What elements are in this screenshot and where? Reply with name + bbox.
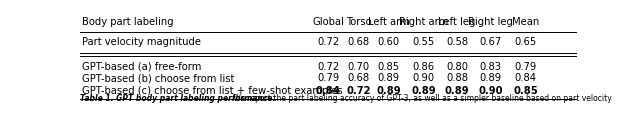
Text: 0.58: 0.58 [446, 37, 468, 47]
Text: 0.72: 0.72 [346, 86, 371, 96]
Text: We report the part labeling accuracy of GPT-3, as well as a simpler baseline bas: We report the part labeling accuracy of … [232, 94, 612, 103]
Text: 0.88: 0.88 [446, 73, 468, 83]
Text: 0.80: 0.80 [446, 62, 468, 72]
Text: 0.79: 0.79 [515, 62, 536, 72]
Text: 0.86: 0.86 [413, 62, 435, 72]
Text: Torso: Torso [346, 17, 372, 27]
Text: 0.72: 0.72 [317, 62, 339, 72]
Text: 0.85: 0.85 [513, 86, 538, 96]
Text: 0.70: 0.70 [348, 62, 370, 72]
Text: 0.84: 0.84 [316, 86, 340, 96]
Text: 0.85: 0.85 [378, 62, 399, 72]
Text: 0.90: 0.90 [479, 86, 503, 96]
Text: Table 1. GPT body part labeling performance:: Table 1. GPT body part labeling performa… [80, 94, 275, 103]
Text: Global: Global [312, 17, 344, 27]
Text: 0.90: 0.90 [413, 73, 435, 83]
Text: 0.68: 0.68 [348, 73, 370, 83]
Text: 0.83: 0.83 [480, 62, 502, 72]
Text: 0.84: 0.84 [515, 73, 536, 83]
Text: 0.60: 0.60 [378, 37, 399, 47]
Text: GPT-based (b) choose from list: GPT-based (b) choose from list [83, 73, 235, 83]
Text: 0.89: 0.89 [412, 86, 436, 96]
Text: Left arm: Left arm [367, 17, 410, 27]
Text: 0.89: 0.89 [445, 86, 469, 96]
Text: GPT-based (a) free-form: GPT-based (a) free-form [83, 62, 202, 72]
Text: 0.89: 0.89 [479, 73, 502, 83]
Text: Right leg: Right leg [468, 17, 513, 27]
Text: 0.89: 0.89 [376, 86, 401, 96]
Text: Mean: Mean [512, 17, 539, 27]
Text: Right arm: Right arm [399, 17, 449, 27]
Text: GPT-based (c) choose from list + few-shot examples: GPT-based (c) choose from list + few-sho… [83, 86, 343, 96]
Text: 0.89: 0.89 [378, 73, 399, 83]
Text: 0.68: 0.68 [348, 37, 370, 47]
Text: Left leg: Left leg [438, 17, 476, 27]
Text: 0.65: 0.65 [515, 37, 536, 47]
Text: 0.67: 0.67 [479, 37, 502, 47]
Text: 0.55: 0.55 [413, 37, 435, 47]
Text: Part velocity magnitude: Part velocity magnitude [83, 37, 202, 47]
Text: 0.72: 0.72 [317, 37, 339, 47]
Text: Body part labeling: Body part labeling [83, 17, 174, 27]
Text: 0.79: 0.79 [317, 73, 339, 83]
